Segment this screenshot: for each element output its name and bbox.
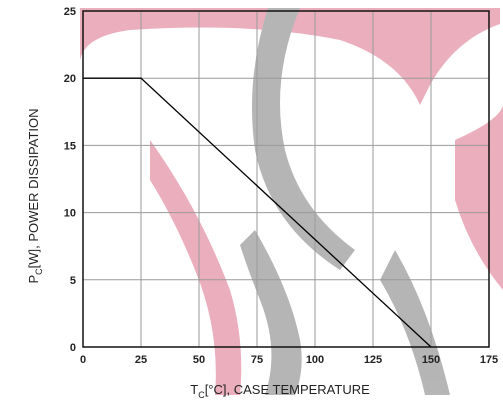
tick-labels: 0 25 50 75 100 125 150 175 0 5 10 15 20 25	[64, 6, 498, 366]
watermark-logo	[80, 8, 503, 395]
y-tick-label-10: 10	[64, 208, 76, 220]
series-group	[83, 77, 432, 348]
x-tick-label-50: 50	[193, 354, 205, 366]
series-line-0	[83, 77, 432, 348]
x-tick-label-150: 150	[422, 354, 440, 366]
watermark-gray-stroke-lower	[240, 230, 302, 395]
x-tick-label-125: 125	[364, 354, 382, 366]
grid-lines	[83, 11, 489, 347]
watermark-red-blade	[455, 105, 503, 290]
y-tick-label-15: 15	[64, 140, 76, 152]
watermark-red-curve	[150, 140, 242, 395]
x-tick-label-100: 100	[306, 354, 324, 366]
y-tick-label-0: 0	[70, 342, 76, 354]
x-tick-label-0: 0	[80, 354, 86, 366]
y-axis-title: PC[W], POWER DISSIPATION	[26, 108, 44, 283]
y-tick-label-25: 25	[64, 6, 76, 18]
x-tick-label-75: 75	[251, 354, 263, 366]
y-tick-label-20: 20	[64, 73, 76, 85]
plot-frame	[82, 10, 490, 348]
x-axis-title: TC[°C], CASE TEMPERATURE	[190, 382, 370, 400]
watermark-red-swoosh	[80, 8, 500, 105]
watermark-gray-stroke	[251, 8, 355, 270]
x-tick-label-175: 175	[480, 354, 498, 366]
x-tick-label-25: 25	[135, 354, 147, 366]
watermark-gray-blade	[380, 250, 450, 395]
y-tick-label-5: 5	[70, 275, 76, 287]
